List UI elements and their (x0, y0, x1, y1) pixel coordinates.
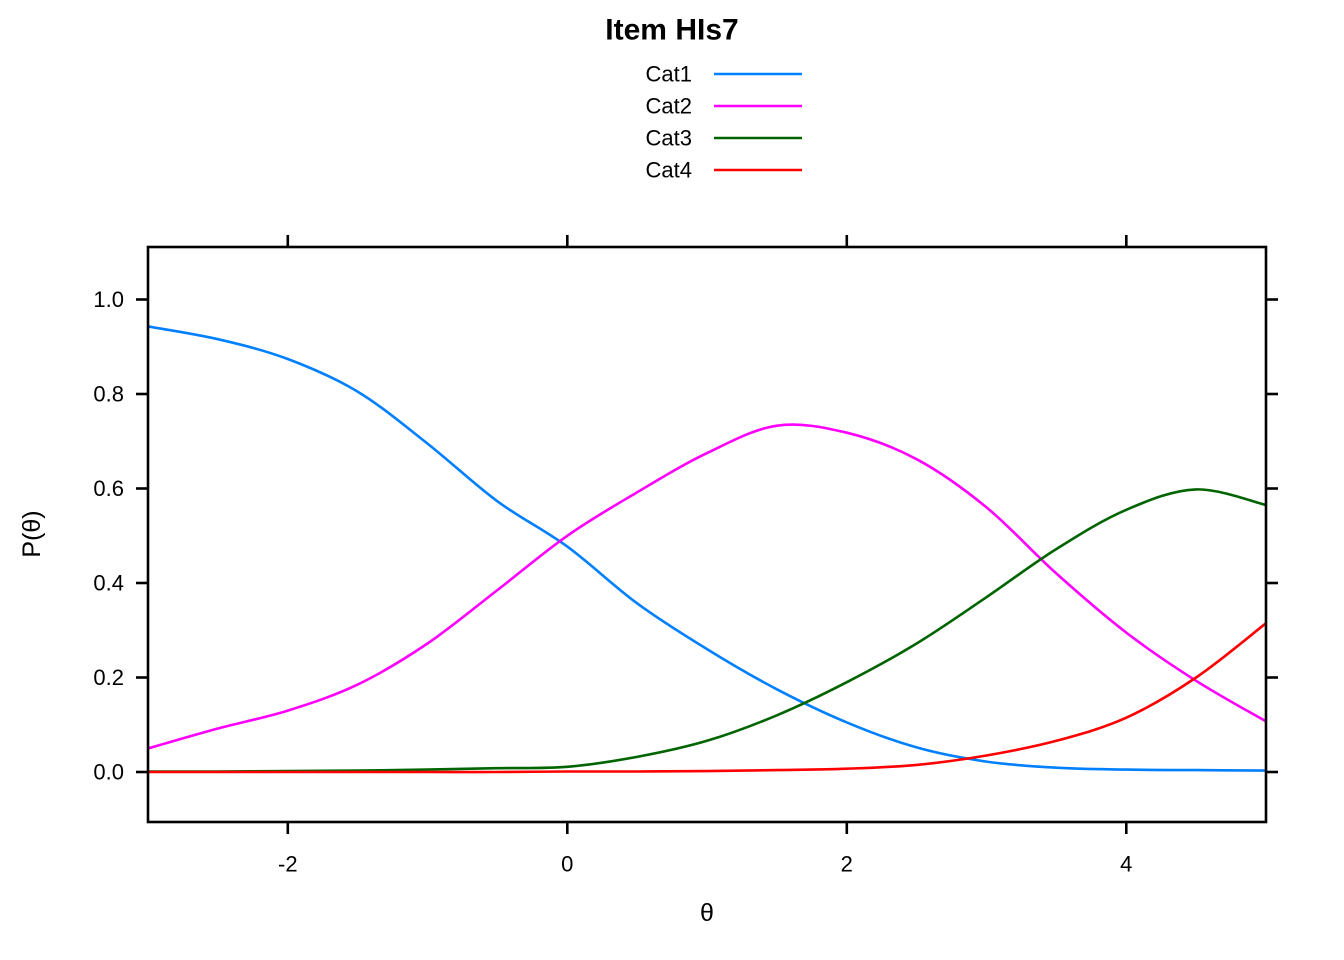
x-axis-label: θ (700, 899, 714, 927)
legend-label-cat3: Cat3 (646, 126, 692, 151)
y-tick-label: 0.6 (93, 476, 124, 501)
y-tick-label: 1.0 (93, 287, 124, 312)
curves-layer (148, 325, 1266, 774)
x-tick-label: 0 (561, 852, 573, 877)
plot-border (146, 245, 1268, 824)
x-tick-label: 2 (841, 852, 853, 877)
chart-title: Item HIs7 (605, 14, 738, 47)
curve-cat1 (148, 325, 1266, 772)
y-tick-label: 0.4 (93, 571, 124, 596)
y-axis-label: P(θ) (18, 510, 46, 557)
y-tick-label: 0.0 (93, 760, 124, 785)
x-tick-label: 4 (1120, 852, 1132, 877)
y-tick-label: 0.8 (93, 382, 124, 407)
legend: Cat1 Cat2 Cat3 Cat4 (646, 62, 802, 183)
curve-cat2 (148, 423, 1266, 750)
x-tick-label: -2 (278, 852, 298, 877)
y-tick-label: 0.2 (93, 665, 124, 690)
curve-cat4 (148, 622, 1266, 774)
legend-label-cat2: Cat2 (646, 94, 692, 119)
legend-label-cat1: Cat1 (646, 62, 692, 87)
legend-label-cat4: Cat4 (646, 158, 692, 183)
axis-ticks: -2 0 2 4 0.0 0.2 0.4 0.6 0.8 1.0 (93, 235, 1278, 877)
